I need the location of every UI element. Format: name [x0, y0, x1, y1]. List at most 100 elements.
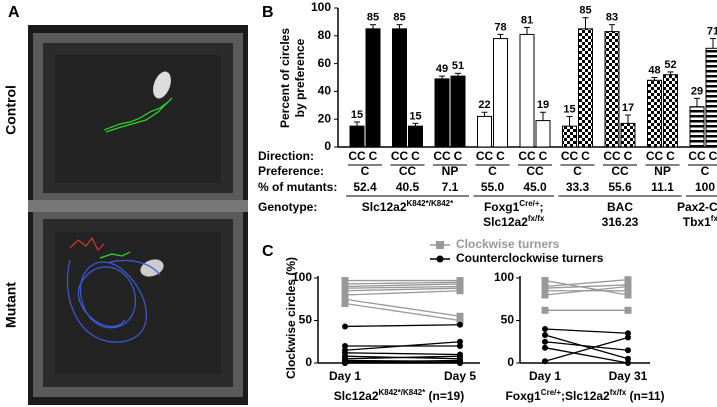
bar	[519, 33, 535, 148]
pair-line	[344, 324, 461, 328]
y-axis-label: by preference	[293, 38, 307, 117]
value-label: 85	[393, 12, 405, 24]
preference: C	[361, 164, 370, 178]
bar	[562, 125, 577, 148]
bar	[365, 28, 381, 148]
percent: 52.4	[353, 180, 377, 194]
point	[624, 306, 632, 314]
bar	[705, 47, 717, 148]
point	[541, 306, 549, 314]
point	[457, 338, 463, 345]
point	[341, 295, 349, 303]
value-label: 17	[622, 102, 634, 114]
value-label: 51	[452, 60, 464, 72]
pair-line	[544, 341, 629, 351]
text-part: (n=11)	[626, 389, 664, 403]
preference: CC	[399, 164, 417, 178]
direction-label: CC	[476, 149, 494, 163]
point	[625, 355, 631, 362]
genotype: Slc12a2fx/fx	[483, 214, 545, 229]
percent: 11.1	[651, 180, 674, 194]
preference: C	[488, 164, 497, 178]
point	[341, 291, 349, 299]
value-label: 19	[537, 99, 549, 111]
row-label: % of mutants:	[258, 180, 337, 194]
percent: 100	[695, 180, 715, 194]
point	[625, 330, 631, 337]
bar	[620, 122, 636, 148]
y-tick-label: 100	[311, 0, 331, 14]
text-part: Foxg1	[505, 389, 541, 403]
point	[541, 287, 549, 295]
direction-label: C	[496, 149, 505, 163]
pair-line	[544, 279, 629, 296]
value-label: 52	[664, 59, 676, 71]
value-label: 15	[563, 103, 575, 115]
text-part: ;Slc12a2	[561, 389, 610, 403]
superscript: Cre/+	[541, 388, 562, 397]
point	[541, 291, 549, 299]
text-part: BAC	[607, 200, 633, 214]
text-part: Pax2-Cre;	[677, 200, 717, 214]
superscript: Cre/+	[519, 199, 540, 208]
point	[457, 360, 463, 366]
y-axis-label: Percent of circles	[278, 28, 292, 128]
pair-line	[344, 281, 461, 285]
percent: 7.1	[442, 180, 459, 194]
legend-label: Counterclockwise turners	[456, 251, 604, 265]
value-label: 15	[409, 110, 421, 122]
photo-label: Control	[3, 85, 19, 135]
y-tick-label: 40	[318, 84, 332, 98]
text-part: Slc12a2	[483, 215, 528, 229]
direction-label: C	[666, 149, 675, 163]
point	[624, 287, 632, 295]
point	[542, 326, 548, 332]
point	[342, 323, 348, 330]
legend-marker	[436, 255, 444, 263]
preference: C	[701, 164, 710, 178]
bar	[493, 38, 508, 148]
point	[342, 360, 348, 366]
y-tick-label: 20	[318, 111, 332, 125]
pair-line	[544, 334, 629, 360]
bar	[450, 75, 466, 148]
y-tick-label: 60	[318, 56, 332, 70]
point	[457, 321, 463, 328]
bar	[647, 79, 662, 148]
point	[456, 312, 464, 320]
photo-label: Mutant	[3, 282, 19, 328]
y-tick-label: 50	[299, 313, 313, 327]
value-label: 48	[648, 64, 660, 76]
bar	[392, 28, 407, 148]
pair-line	[544, 279, 629, 288]
genotype: BAC	[607, 200, 633, 214]
preference: CC	[611, 164, 629, 178]
bar	[535, 120, 551, 148]
pair-line	[344, 285, 461, 289]
point	[541, 277, 549, 285]
direction-label: C	[539, 149, 548, 163]
y-tick-label: 0	[507, 355, 514, 369]
percent: 55.6	[608, 180, 632, 194]
superscript: K842*/K842*	[407, 199, 455, 208]
direction-label: C	[709, 149, 717, 163]
row-label: Preference:	[258, 164, 324, 178]
superscript: fx/fx	[528, 214, 545, 223]
pair-line	[544, 328, 629, 334]
bar	[434, 78, 450, 148]
x-axis-label: Slc12a2K842*/K842* (n=19)	[334, 388, 464, 403]
point	[341, 300, 349, 307]
point	[342, 343, 348, 349]
bar	[578, 28, 593, 148]
point	[625, 347, 631, 354]
genotype: Foxg1Cre/+;	[484, 199, 544, 214]
text-part: Foxg1	[484, 200, 520, 214]
superscript: fx/fx	[711, 214, 717, 223]
direction-label: CC	[561, 149, 579, 163]
panel-label: A	[8, 4, 20, 21]
pair-line	[344, 287, 461, 292]
pair-line	[344, 355, 461, 360]
direction-label: CC	[688, 149, 706, 163]
text-part: (n=19)	[425, 389, 464, 403]
photo	[28, 25, 248, 405]
